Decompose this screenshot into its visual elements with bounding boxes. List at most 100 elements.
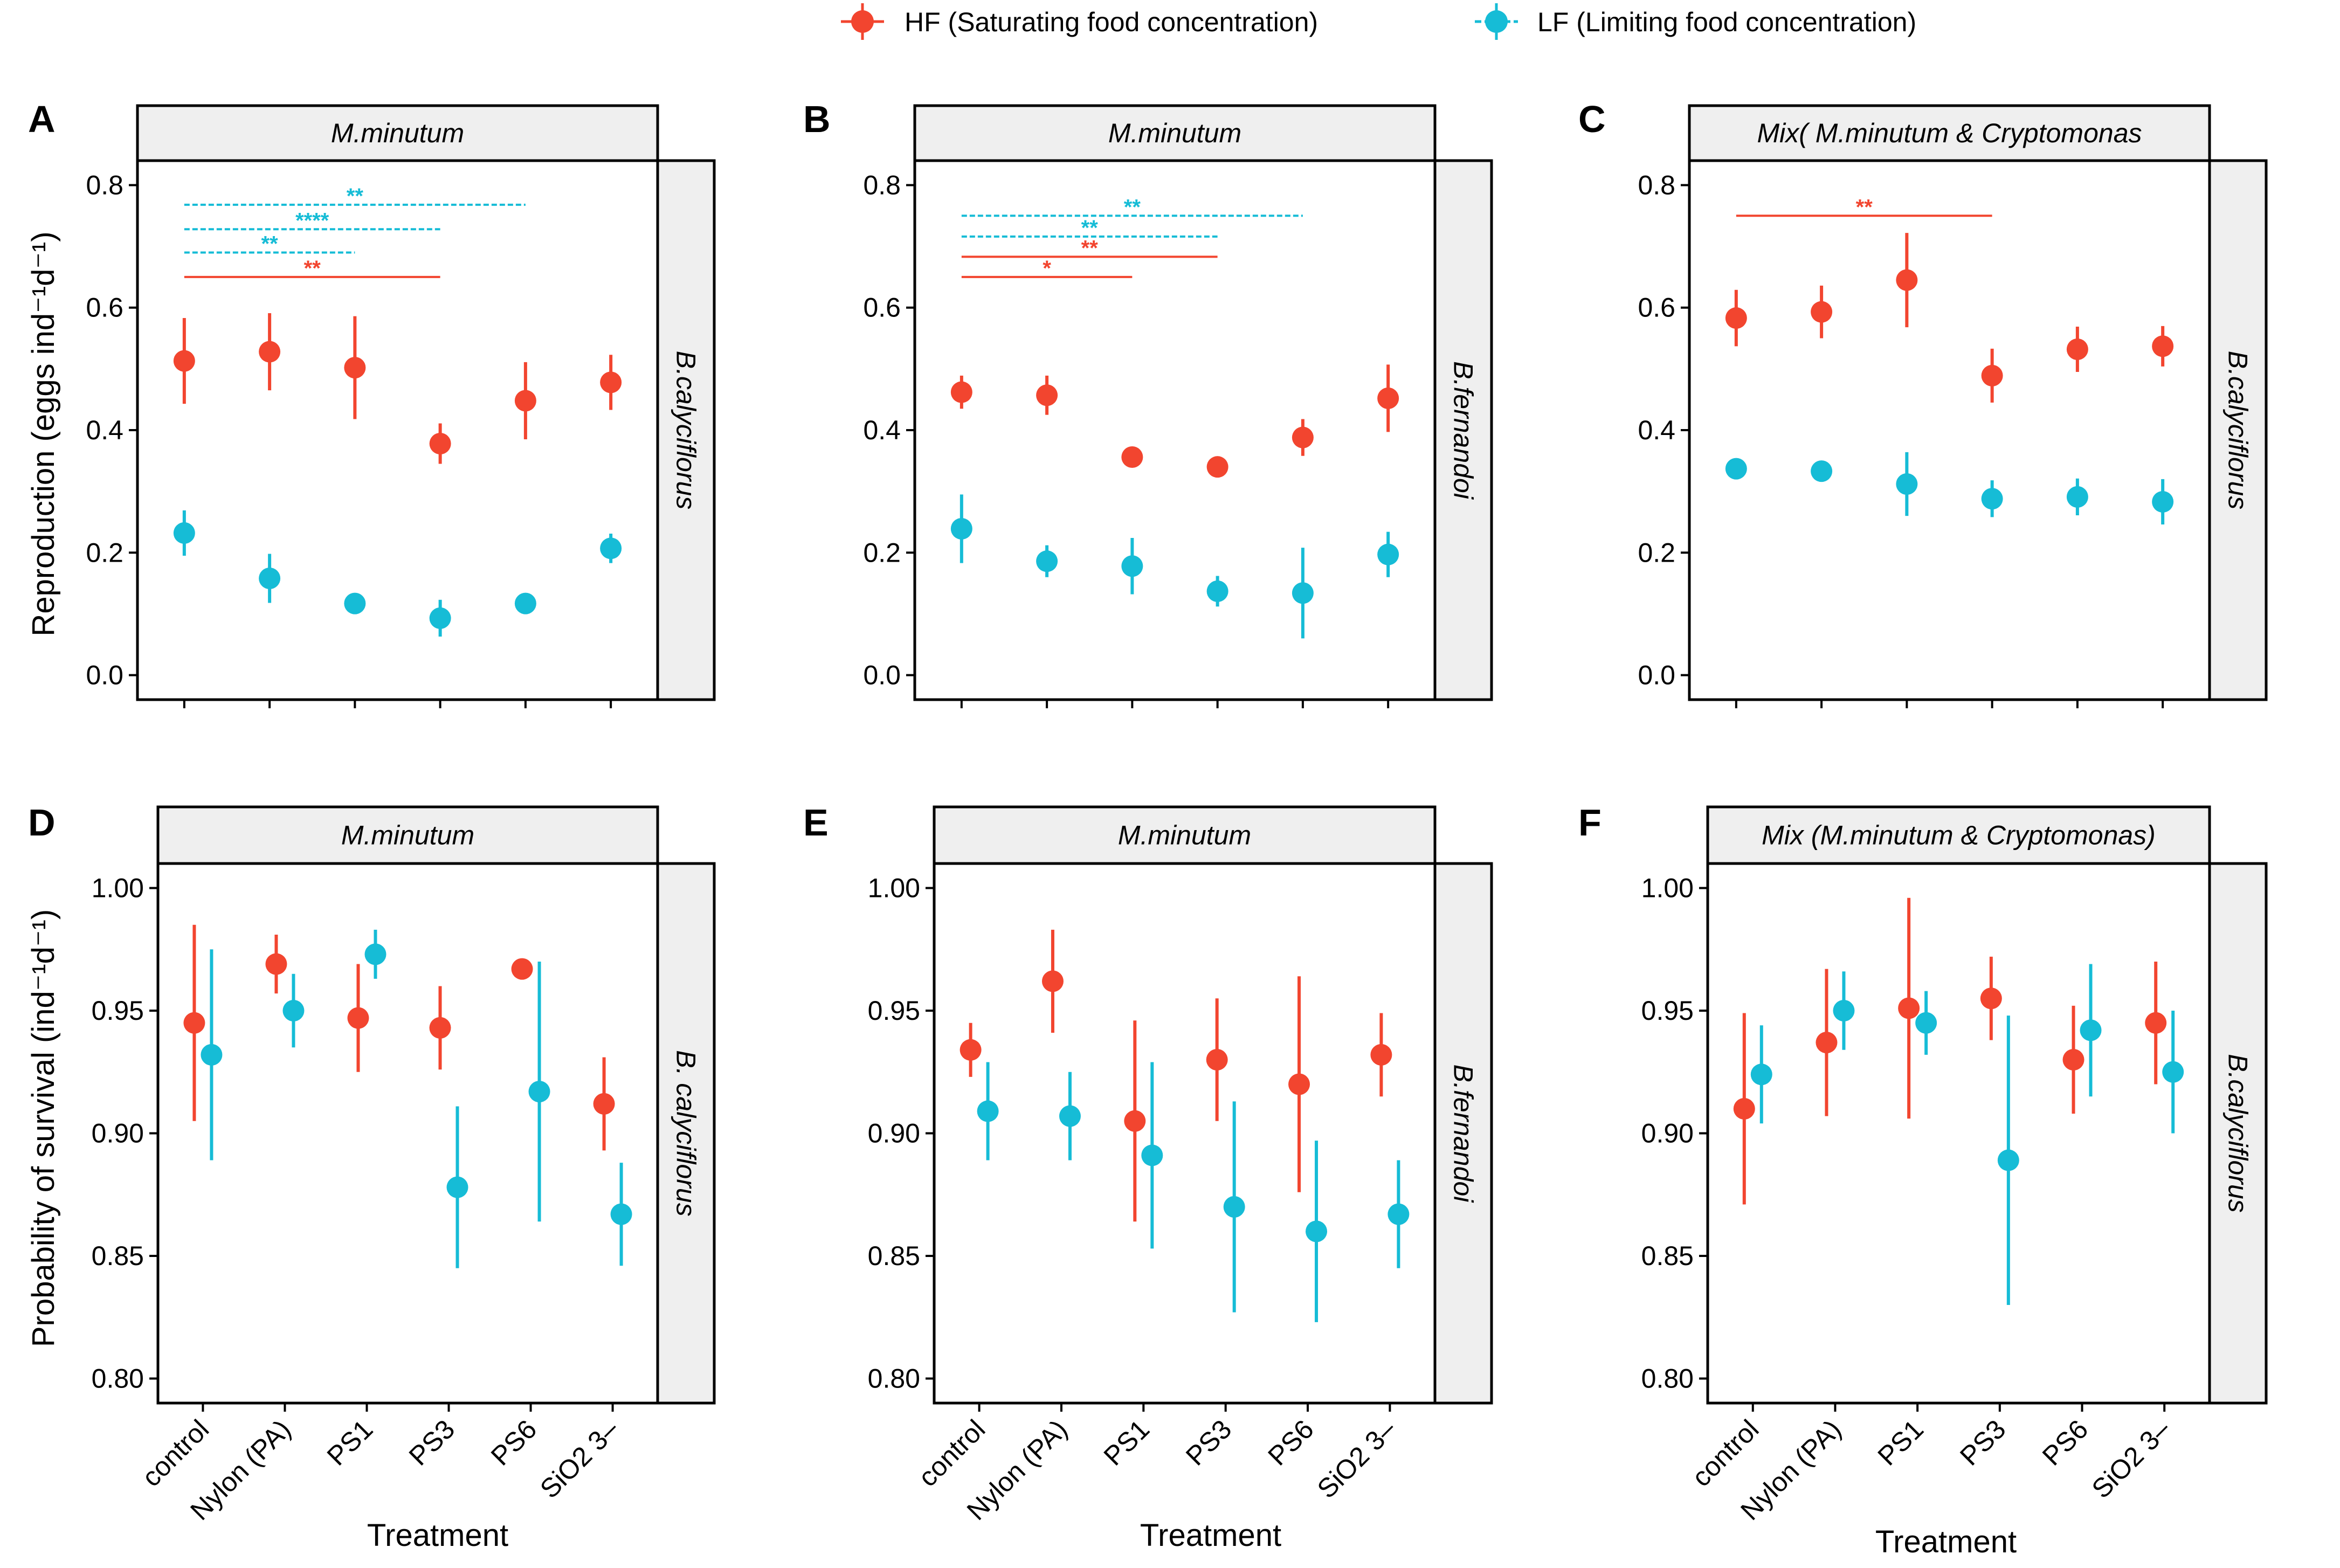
- strip-right-c: [2208, 159, 2268, 701]
- sig-label-b: **: [1081, 216, 1099, 240]
- point-lf-f: [2080, 1019, 2102, 1041]
- point-lf-d: [364, 943, 386, 965]
- panel-letter-e: E: [803, 802, 829, 844]
- point-lf-d: [446, 1176, 468, 1198]
- x-tick-label-d: PS3: [403, 1414, 460, 1471]
- strip-top-label-e: M.minutum: [1118, 820, 1251, 851]
- plot-area-d: [156, 862, 659, 1405]
- y-tick-label-b: 0.6: [863, 293, 901, 323]
- y-tick-label-b: 0.2: [863, 537, 901, 568]
- point-lf-f: [1915, 1012, 1937, 1034]
- point-lf-d: [528, 1081, 550, 1103]
- strip-top-c: [1688, 104, 2211, 162]
- legend-lf-marker: [1485, 10, 1508, 33]
- y-tick-label-d: 1.00: [92, 873, 144, 903]
- point-hf-c: [2152, 335, 2174, 357]
- point-lf-e: [1141, 1144, 1163, 1166]
- point-hf-a: [259, 341, 281, 363]
- y-title-reproduction: Reproduction (eggs ind⁻¹d⁻¹): [26, 231, 61, 636]
- sig-label-a: **: [347, 184, 364, 208]
- point-hf-f: [1733, 1098, 1755, 1120]
- point-lf-a: [173, 522, 195, 544]
- x-tick-label-d: control: [136, 1414, 215, 1493]
- point-lf-e: [977, 1100, 999, 1122]
- point-hf-d: [429, 1017, 451, 1039]
- point-lf-e: [1306, 1220, 1328, 1242]
- y-tick-label-a: 0.6: [86, 293, 123, 323]
- y-tick-label-c: 0.6: [1638, 293, 1675, 323]
- x-tick-label-d: PS1: [321, 1414, 378, 1471]
- y-tick-label-e: 0.95: [868, 996, 920, 1026]
- point-hf-d: [347, 1007, 369, 1029]
- strip-top-label-c: Mix( M.minutum & Cryptomonas: [1757, 118, 2142, 148]
- panel-letter-d: D: [28, 802, 56, 844]
- y-tick-label-f: 0.95: [1641, 996, 1694, 1026]
- point-lf-c: [2152, 491, 2174, 513]
- legend-hf-marker: [851, 10, 874, 33]
- panel-a: A M.minutum B.calyciflorus 0.0 0.2 0.4 0.6 0.8 *…: [28, 98, 716, 708]
- point-hf-a: [600, 371, 622, 393]
- point-lf-b: [1206, 580, 1228, 602]
- panel-d: D M.minutum B. calyciflorus 0.80 0.85 0.90 0.9…: [28, 802, 716, 1526]
- plot-area-f: [1706, 862, 2211, 1405]
- strip-right-label-f: B.calyciflorus: [2223, 1054, 2253, 1213]
- point-hf-b: [950, 381, 972, 403]
- y-tick-label-a: 0.4: [86, 415, 123, 445]
- panel-f: F Mix (M.minutum & Cryptomonas) B.calycifl…: [1578, 802, 2268, 1526]
- x-tick-label-d: SiO2 3–: [534, 1414, 624, 1504]
- panel-letter-c: C: [1578, 98, 1606, 140]
- point-lf-d: [282, 1000, 305, 1021]
- strip-right-label-c: B.calyciflorus: [2223, 351, 2253, 510]
- x-title-e: Treatment: [1140, 1518, 1281, 1553]
- sig-label-b: **: [1081, 236, 1099, 260]
- point-lf-a: [344, 592, 366, 614]
- plot-area-a: [136, 159, 659, 701]
- x-tick-label-e: control: [913, 1414, 991, 1493]
- strip-right-label-b: B.fernandoi: [1448, 361, 1479, 500]
- strip-top-a: [136, 104, 659, 162]
- y-tick-label-a: 0.0: [86, 660, 123, 690]
- x-title-d: Treatment: [367, 1518, 508, 1553]
- y-tick-label-c: 0.4: [1638, 415, 1675, 445]
- x-tick-label-e: PS1: [1098, 1414, 1155, 1471]
- x-tick-label-f: PS3: [1954, 1414, 2011, 1471]
- y-tick-label-e: 0.85: [868, 1241, 920, 1271]
- y-tick-label-e: 0.90: [868, 1118, 920, 1149]
- point-lf-f: [1750, 1063, 1772, 1086]
- point-lf-c: [1981, 488, 2003, 510]
- y-tick-label-d: 0.90: [92, 1118, 144, 1149]
- point-hf-b: [1036, 384, 1058, 406]
- strip-right-e: [1433, 862, 1493, 1405]
- panel-letter-b: B: [803, 98, 831, 140]
- y-tick-label-a: 0.8: [86, 170, 123, 200]
- y-tick-label-b: 0.4: [863, 415, 901, 445]
- strip-top-label-b: M.minutum: [1108, 118, 1241, 148]
- y-tick-label-f: 0.85: [1641, 1241, 1694, 1271]
- y-title-survival: Probability of survival (ind⁻¹d⁻¹): [26, 909, 61, 1347]
- panel-b: B M.minutumB.fernandoi0.00.20.40.60.8****…: [803, 98, 1493, 708]
- x-tick-label-f: control: [1686, 1414, 1765, 1493]
- strip-right-d: [656, 862, 716, 1405]
- point-lf-a: [600, 537, 622, 559]
- legend-hf-label: HF (Saturating food concentration): [905, 7, 1318, 37]
- y-tick-label-f: 1.00: [1641, 873, 1694, 903]
- point-lf-e: [1223, 1196, 1245, 1218]
- x-title-f: Treatment: [1875, 1524, 2017, 1559]
- point-lf-a: [429, 607, 451, 629]
- sig-label-b: **: [1124, 195, 1141, 219]
- point-hf-b: [1292, 426, 1314, 448]
- point-hf-b: [1121, 446, 1143, 468]
- point-hf-e: [1288, 1073, 1310, 1095]
- x-tick-label-e: SiO2 3–: [1311, 1414, 1402, 1504]
- x-tick-label-f: PS1: [1872, 1414, 1929, 1471]
- point-hf-c: [2066, 339, 2088, 360]
- legend-lf: LF (Limiting food concentration): [1475, 3, 1916, 40]
- strip-top-d: [156, 805, 659, 865]
- y-tick-label-c: 0.8: [1638, 170, 1675, 200]
- panels: A M.minutum B.calyciflorus 0.0 0.2 0.4 0.6 0.8 *…: [28, 98, 2268, 1526]
- point-hf-c: [1981, 364, 2003, 386]
- strip-right-b: [1433, 159, 1493, 701]
- y-tick-label-d: 0.95: [92, 996, 144, 1026]
- point-lf-b: [1377, 543, 1399, 565]
- point-lf-b: [1121, 555, 1143, 577]
